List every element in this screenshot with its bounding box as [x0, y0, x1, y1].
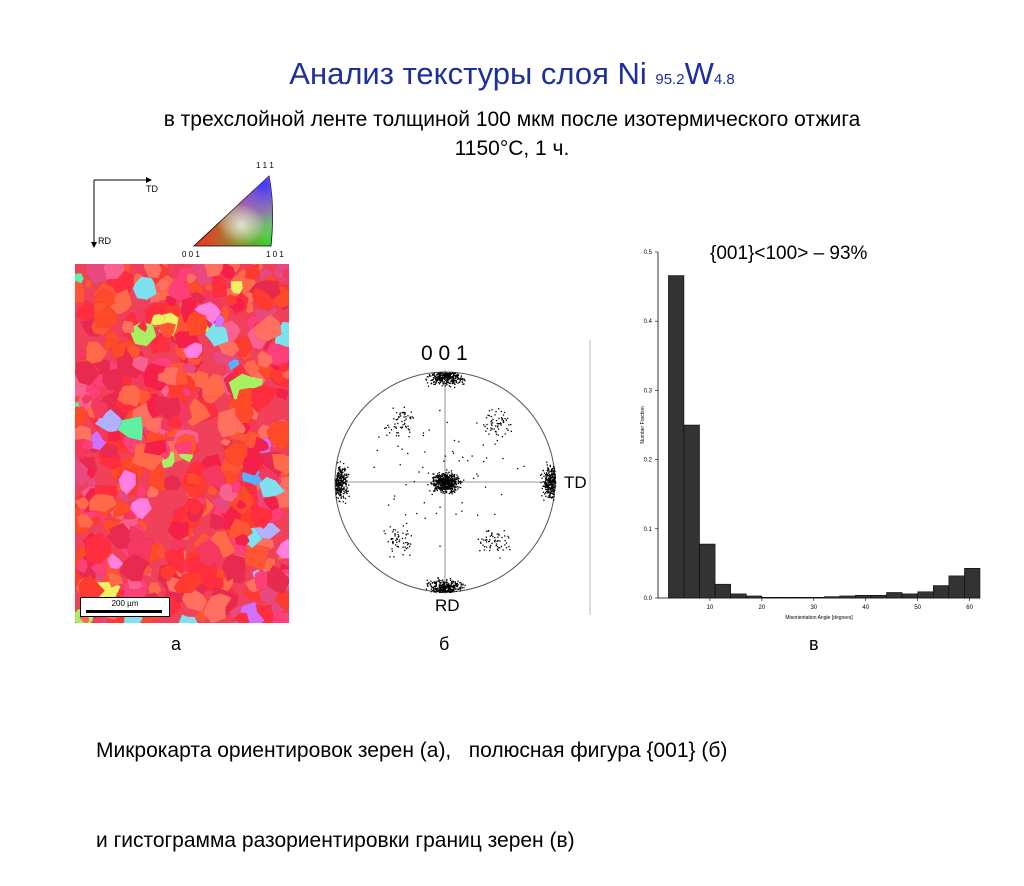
histogram-chart: 0.0 0.1 0.2 0.3 0.4 0.5 10 20 30 40 50 60 Misorienta…: [640, 250, 981, 621]
histogram-y-tick-label: 0.2: [644, 458, 653, 464]
scale-bar-line: [86, 610, 162, 613]
histogram-x-tick-label: 10: [707, 605, 714, 611]
histogram-bar-2: [699, 543, 716, 599]
histogram-bar-6: [761, 597, 778, 599]
histogram-bar-13: [870, 594, 887, 599]
histogram-bar-15: [901, 593, 918, 599]
ipf-triangle: [192, 175, 273, 247]
histogram-bar-4: [730, 593, 747, 599]
pole-figure-label-rd: RD: [435, 596, 460, 615]
grain-map-image: [75, 264, 289, 623]
panel-label-a: а: [171, 634, 182, 654]
pole-figure-label-001: 0 0 1: [421, 342, 468, 365]
pole-figure-points: [335, 372, 557, 593]
ipf-color-key: 1 1 1 0 0 1 1 0 1: [178, 160, 293, 260]
histogram-bar-19: [964, 567, 981, 599]
histogram-bar-17: [933, 585, 950, 599]
ipf-label-111: 1 1 1: [256, 161, 274, 170]
histogram-x-tick-label: 30: [810, 605, 817, 611]
figure-caption: Микрокарта ориентировок зерен (а), полюс…: [96, 676, 936, 886]
histogram-y-tick-label: 0.4: [644, 319, 653, 325]
histogram-bar-3: [714, 583, 731, 599]
histogram-y-tick-label: 0.1: [644, 527, 653, 533]
histogram-y-tick-label: 0.5: [644, 250, 653, 256]
title-w-subscript: 4.8: [713, 71, 735, 88]
panel-label-b: б: [439, 634, 450, 654]
histogram-bars: [668, 275, 981, 599]
ipf-label-101: 1 0 1: [266, 250, 284, 259]
histogram-y-axis-label: Number Fraction: [640, 406, 646, 443]
texture-annotation: {001}<100> – 93%: [710, 243, 868, 264]
scale-bar-label: 200 µm: [111, 599, 139, 608]
histogram-bar-5: [746, 595, 763, 599]
title-ni-subscript: 95.2: [655, 71, 685, 88]
histogram-bar-0: [668, 275, 685, 599]
title-main: Анализ текстуры слоя Ni: [289, 56, 656, 91]
histogram-bar-18: [948, 575, 965, 599]
pole-figure: [325, 340, 595, 620]
scale-bar: 200 µm: [80, 597, 170, 617]
histogram-bar-16: [917, 591, 934, 599]
pole-figure-plot: [334, 340, 591, 615]
histogram-y-tick-label: 0.3: [644, 388, 653, 394]
histogram-bar-9: [808, 597, 825, 599]
histogram-bar-11: [839, 595, 856, 599]
axes-key-rd-label: RD: [98, 236, 111, 246]
histogram-x-tick-label: 50: [914, 605, 921, 611]
histogram-bar-1: [683, 424, 700, 599]
histogram-x-axis-label: Misorientation Angle [degrees]: [785, 615, 853, 621]
caption-line-1: Микрокарта ориентировок зерен (а), полюс…: [96, 739, 728, 762]
grain-orientation-map: [75, 264, 289, 623]
histogram-bar-8: [792, 597, 809, 599]
subtitle-line-2: 1150°С, 1 ч.: [454, 137, 570, 160]
histogram-tick-labels: 0.0 0.1 0.2 0.3 0.4 0.5 10 20 30 40 50 60 Misorienta…: [640, 250, 974, 621]
caption-line-2: и гистограмма разориентировки границ зер…: [96, 829, 575, 852]
panel-label-v: в: [809, 634, 819, 654]
slide-subtitle: в трехслойной ленте толщиной 100 мкм пос…: [60, 105, 964, 163]
histogram-x-tick-label: 20: [759, 605, 766, 611]
sample-axes-key: TD RD: [88, 176, 198, 256]
misorientation-histogram: 0.0 0.1 0.2 0.3 0.4 0.5 10 20 30 40 50 60 Misorienta…: [628, 240, 988, 630]
histogram-bar-7: [777, 597, 794, 599]
pole-figure-label-td: TD: [564, 473, 587, 492]
axes-key-arrows: [91, 177, 152, 248]
histogram-x-tick-label: 40: [862, 605, 869, 611]
axes-key-td-label: TD: [146, 184, 158, 194]
subtitle-line-1: в трехслойной ленте толщиной 100 мкм пос…: [163, 108, 861, 131]
ipf-label-001: 0 0 1: [182, 250, 200, 259]
histogram-bar-12: [855, 594, 872, 599]
slide-title: Анализ текстуры слоя Ni 95.2W4.8: [0, 56, 1024, 92]
histogram-x-tick-label: 60: [966, 605, 973, 611]
histogram-bar-10: [823, 596, 841, 599]
title-w: W: [684, 56, 714, 91]
histogram-y-tick-label: 0.0: [644, 596, 653, 602]
histogram-bar-14: [886, 592, 903, 599]
